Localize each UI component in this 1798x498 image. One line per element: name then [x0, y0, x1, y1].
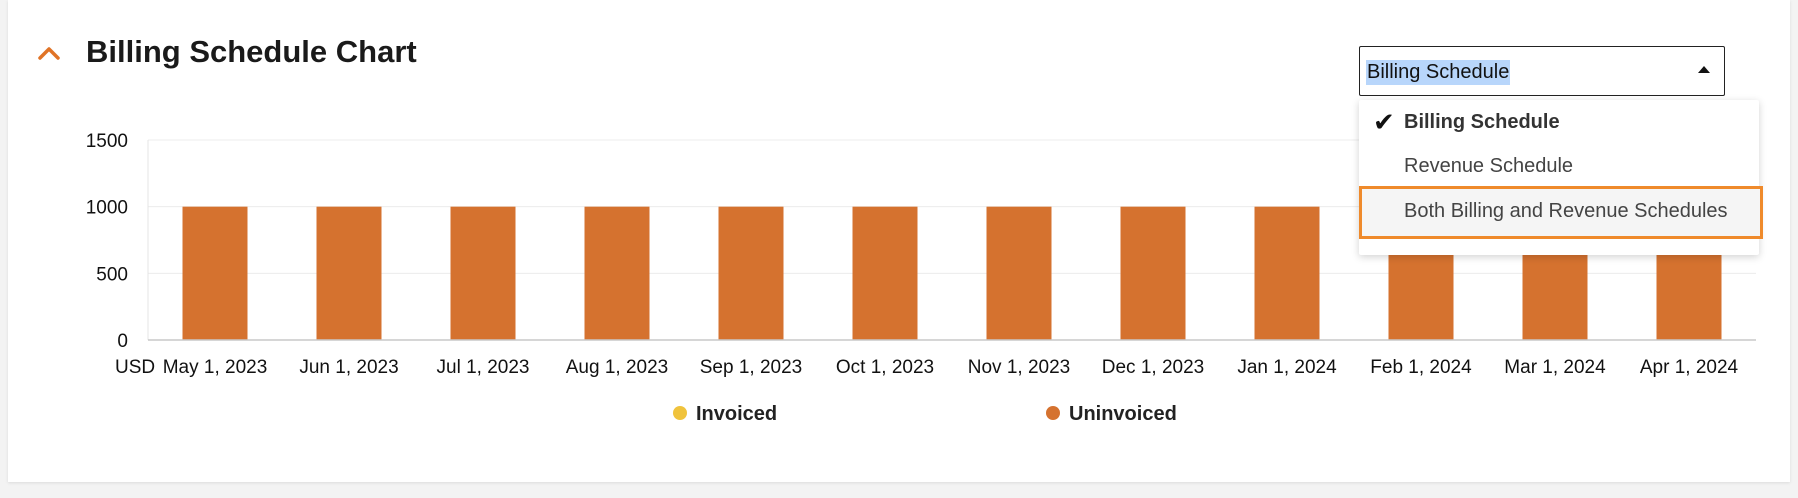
legend-label-invoiced: Invoiced — [696, 403, 778, 425]
option-revenue-schedule[interactable]: Revenue Schedule — [1359, 146, 1759, 186]
option-label: Billing Schedule — [1404, 111, 1560, 133]
caret-up-icon — [1698, 66, 1710, 73]
legend-item-uninvoiced[interactable]: Uninvoiced — [1046, 403, 1177, 427]
schedule-dropdown-menu: ✔ Billing Schedule Revenue Schedule Both… — [1359, 100, 1763, 255]
option-label: Revenue Schedule — [1404, 155, 1574, 177]
option-billing-schedule[interactable]: ✔ Billing Schedule — [1359, 102, 1759, 142]
page-title: Billing Schedule Chart — [86, 34, 417, 69]
chevron-up-icon — [38, 47, 60, 60]
legend-dot-invoiced — [673, 405, 687, 420]
legend-label-uninvoiced: Uninvoiced — [1069, 403, 1177, 425]
check-icon: ✔ — [1373, 108, 1395, 138]
legend-item-invoiced[interactable]: Invoiced — [673, 403, 777, 427]
option-both-schedules[interactable]: Both Billing and Revenue Schedules — [1359, 186, 1763, 239]
select-value: Billing Schedule — [1366, 60, 1511, 85]
collapse-button[interactable] — [34, 38, 64, 68]
option-label: Both Billing and Revenue Schedules — [1404, 200, 1728, 222]
legend-dot-uninvoiced — [1046, 405, 1060, 420]
schedule-select[interactable]: Billing Schedule — [1359, 46, 1725, 96]
